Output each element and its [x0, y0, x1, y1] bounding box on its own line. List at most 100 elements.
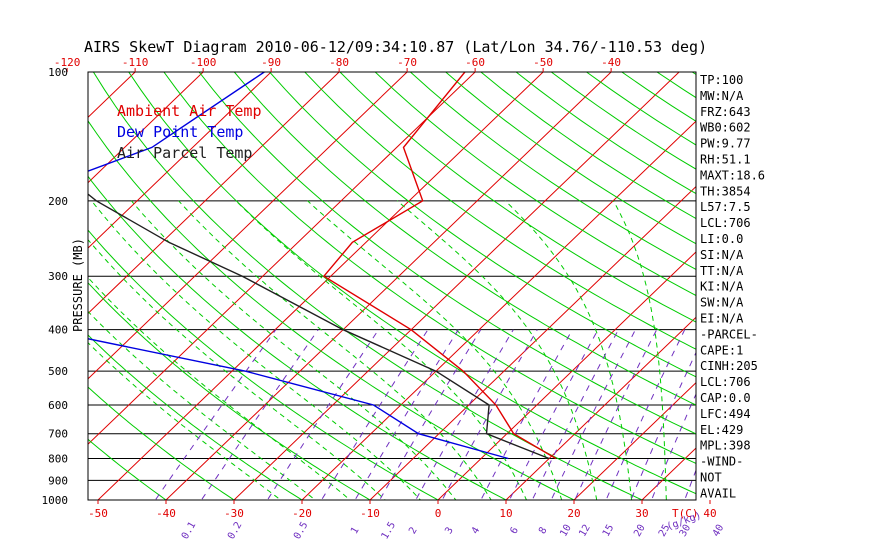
stat-item: CAPE:1 — [700, 343, 743, 357]
plot-frame — [87, 71, 697, 501]
mixing-ratio-label: 3 — [443, 525, 456, 536]
isotherm-line — [505, 316, 696, 500]
mixing-ratio-label: 25 — [657, 523, 673, 539]
mixing-ratio-line — [508, 329, 599, 500]
pressure-tick-label: 1000 — [42, 494, 69, 507]
dry-adiabat — [92, 72, 644, 500]
isotherm-line — [301, 120, 696, 500]
stat-item: RH:51.1 — [700, 153, 751, 167]
isotherm-line — [165, 72, 612, 500]
bottom-tick-label: -20 — [292, 507, 312, 520]
mixing-ratio-line — [320, 329, 429, 500]
stat-item: LFC:494 — [700, 407, 751, 421]
isotherm-line — [0, 52, 19, 509]
mixing-ratio-label: 0.2 — [226, 520, 245, 541]
dry-adiabat — [198, 72, 696, 435]
dry-adiabat — [163, 72, 696, 465]
dry-adiabat — [268, 72, 696, 378]
mixing-ratio-line — [480, 329, 573, 500]
stat-item: EL:429 — [700, 423, 743, 437]
dry-adiabat — [88, 334, 303, 500]
mixing-ratio-label: 10 — [558, 523, 574, 539]
bottom-tick-label: 20 — [567, 507, 580, 520]
mixing-ratio-line — [354, 329, 459, 500]
moist-adiabat — [396, 200, 598, 500]
moist-adiabat — [91, 200, 422, 500]
moist-adiabat — [235, 200, 528, 500]
stat-item: SI:N/A — [700, 248, 744, 262]
pressure-tick-label: 800 — [48, 453, 68, 466]
stat-item: TH:3854 — [700, 184, 751, 198]
legend-item: Dew Point Temp — [117, 123, 243, 141]
top-tick-label: -80 — [329, 56, 349, 69]
stat-item: LCL:706 — [700, 375, 751, 389]
moist-adiabat — [88, 276, 351, 500]
dry-adiabat — [88, 438, 167, 500]
isotherm-line — [233, 72, 680, 500]
bottom-tick-label: -40 — [156, 507, 176, 520]
mixing-ratio-line — [200, 329, 319, 500]
legend-item: Ambient Air Temp — [117, 102, 262, 120]
stats-panel: TP:100 MW:N/A FRZ:643 WB0:602 PW:9.77 RH:51.1… — [700, 73, 765, 500]
moist-adiabat — [307, 200, 563, 500]
stat-item: TT:N/A — [700, 264, 744, 278]
stat-item: L57:7.5 — [700, 200, 751, 214]
stat-item: TP:100 — [700, 73, 743, 87]
top-tick-label: -40 — [601, 56, 621, 69]
bottom-tick-label: -50 — [88, 507, 108, 520]
stat-item: EI:N/A — [700, 312, 744, 326]
pressure-tick-label: 900 — [48, 474, 68, 487]
y-axis-label: PRESSURE (MB) — [71, 238, 85, 332]
mixing-ratio-label: 15 — [601, 523, 617, 539]
dry-adiabat — [88, 175, 508, 500]
moist-adiabat — [178, 200, 492, 500]
mixing-ratio-label: 20 — [632, 523, 648, 539]
bottom-tick-label: 0 — [435, 507, 442, 520]
bottom-tick-label: -30 — [224, 507, 244, 520]
mixing-ratio-label: 8 — [537, 525, 550, 536]
isotherm-line — [88, 72, 204, 184]
stat-item: AVAIL — [700, 486, 736, 500]
pressure-tick-label: 600 — [48, 399, 68, 412]
moist-adiabat — [504, 200, 633, 500]
pressure-tick-label: 400 — [48, 324, 68, 337]
dry-adiabat — [128, 72, 696, 495]
mixing-ratio-line — [630, 351, 696, 500]
dry-adiabat — [88, 386, 235, 500]
isotherm-line — [88, 72, 476, 445]
isotherm-line — [369, 185, 696, 500]
dry-adiabat — [550, 72, 696, 170]
bottom-tick-label: 30 — [635, 507, 648, 520]
legend-item: Air Parcel Temp — [117, 144, 252, 162]
stat-item: LCL:706 — [700, 216, 751, 230]
mixing-ratio-label: 0.5 — [292, 520, 311, 541]
top-tick-label: -100 — [190, 56, 217, 69]
stat-item: CINH:205 — [700, 359, 758, 373]
mixing-ratio-line — [550, 329, 636, 500]
dry-adiabat — [515, 72, 696, 195]
isotherm-line — [88, 72, 340, 315]
pressure-tick-label: 100 — [48, 66, 68, 79]
stat-item: MW:N/A — [700, 89, 744, 103]
stat-item: -PARCEL- — [700, 327, 758, 341]
stat-item: -WIND- — [700, 455, 743, 469]
stat-item: CAP:0.0 — [700, 391, 751, 405]
series-line-dew-point-temp — [88, 72, 509, 460]
mixing-ratio-line — [266, 329, 379, 500]
top-tick-label: -60 — [465, 56, 485, 69]
mixing-ratio-label: 0.1 — [180, 520, 199, 541]
top-tick-label: -110 — [122, 56, 149, 69]
bottom-axis-unit: T(C) — [672, 507, 699, 520]
top-tick-label: -50 — [533, 56, 553, 69]
bottom-tick-label: 40 — [703, 507, 716, 520]
stat-item: PW:9.77 — [700, 137, 751, 151]
stat-item: WB0:602 — [700, 121, 751, 135]
bottom-axis-ticks: -50 -40 -30 -20 -10 0 10 20 30 40 T(C) — [88, 500, 717, 520]
mixing-ratio-line — [154, 329, 277, 500]
pressure-tick-label: 200 — [48, 195, 68, 208]
pressure-tick-label: 700 — [48, 428, 68, 441]
top-axis-ticks: -120 -110 -100 -90 -80 -70 -60 -50 -40 — [54, 56, 621, 72]
mixing-ratio-label: 1.5 — [380, 520, 399, 541]
mixing-ratio-label: 2 — [407, 525, 420, 536]
isotherm-line — [88, 72, 408, 380]
